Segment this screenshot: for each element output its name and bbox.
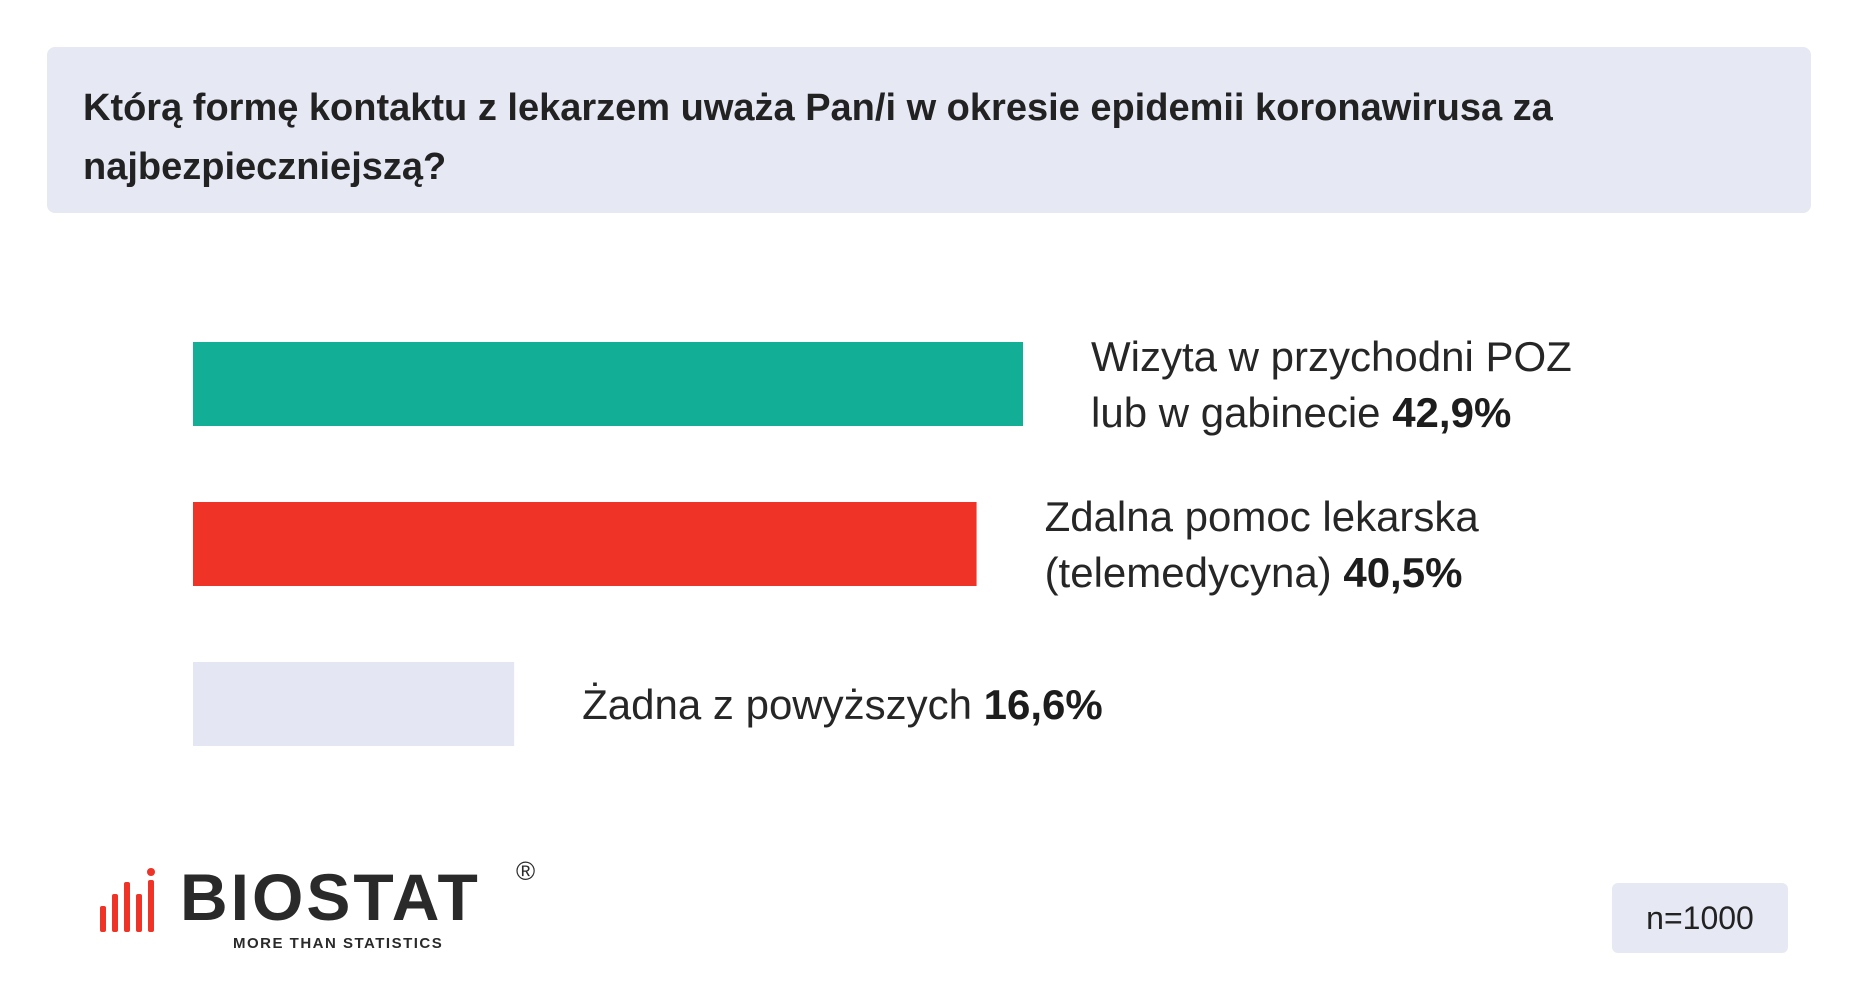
bar-label-line: Wizyta w przychodni POZ (1091, 333, 1572, 380)
bar-label-line: (telemedycyna) (1045, 549, 1344, 596)
biostat-logo: BIOSTAT ® MORE THAN STATISTICS (98, 856, 558, 962)
bar-label-1: Wizyta w przychodni POZ lub w gabinecie 4… (1091, 333, 1572, 436)
bar-label-line: Zdalna pomoc lekarska (1045, 493, 1480, 540)
bar-value-label-3: 16,6% (984, 681, 1103, 728)
bar-chart: Wizyta w przychodni POZ lub w gabinecie 4… (193, 333, 1572, 746)
logo-name: BIOSTAT (180, 860, 481, 934)
bar-2 (193, 502, 977, 586)
bar-3 (193, 662, 515, 746)
bar-label-line: Żadna z powyższych (582, 681, 984, 728)
logo-tagline: MORE THAN STATISTICS (233, 935, 444, 952)
logo-bars-icon (100, 868, 155, 932)
bar-value-label-2: 40,5% (1343, 549, 1462, 596)
logo-registered-mark: ® (516, 856, 536, 886)
bar-label-2: Zdalna pomoc lekarska (telemedycyna) 40,5… (1045, 493, 1480, 596)
bar-value-label-1: 42,9% (1392, 389, 1511, 436)
bar-1 (193, 342, 1023, 426)
bar-label-3: Żadna z powyższych 16,6% (582, 681, 1103, 728)
bar-label-line: lub w gabinecie (1091, 389, 1392, 436)
question-title: Którą formę kontaktu z lekarzem uważa Pa… (83, 87, 1553, 188)
question-box: Którą formę kontaktu z lekarzem uważa Pa… (47, 47, 1811, 213)
sample-size-badge: n=1000 (1612, 883, 1788, 953)
